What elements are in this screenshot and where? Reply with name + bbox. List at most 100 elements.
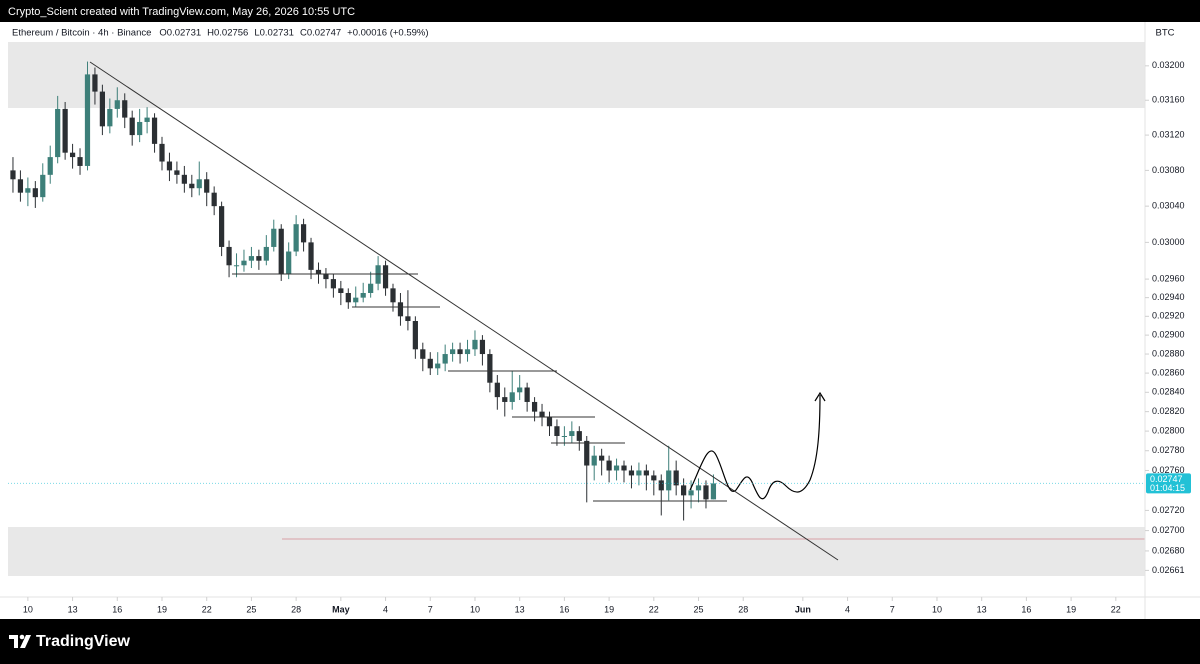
last-price-label: 0.02747	[1150, 474, 1183, 484]
candle-body	[517, 387, 523, 393]
x-tick-label: 4	[383, 604, 388, 614]
candle-body	[204, 179, 210, 193]
y-tick-label: 0.03000	[1152, 237, 1185, 247]
candle-body	[62, 108, 68, 153]
candle-body	[77, 157, 83, 166]
projection-path	[689, 394, 821, 500]
candle-body	[196, 179, 202, 189]
y-tick-label: 0.03120	[1152, 129, 1185, 139]
candle-body	[382, 265, 389, 289]
candle-body	[472, 339, 478, 350]
candle-body	[17, 179, 24, 193]
candle-body	[84, 74, 91, 166]
brand-logo	[9, 634, 31, 648]
candle-body	[569, 431, 575, 437]
drawings	[89, 61, 839, 561]
resistance-zone	[8, 42, 1145, 108]
candle-body	[286, 251, 292, 275]
logo-bar	[9, 635, 18, 639]
y-tick-label: 0.02760	[1152, 465, 1185, 475]
candle-body	[211, 192, 217, 207]
y-tick-label: 0.02720	[1152, 505, 1185, 515]
x-tick-label: 10	[932, 604, 942, 614]
candle-body	[345, 292, 351, 303]
x-tick-label: 19	[1066, 604, 1076, 614]
x-tick-label: 19	[157, 604, 167, 614]
candle-body	[554, 426, 560, 437]
candle-body	[584, 440, 590, 466]
candle-body	[25, 188, 31, 193]
candle-body	[420, 349, 426, 359]
x-tick-label: 19	[604, 604, 614, 614]
candle-body	[40, 174, 46, 198]
y-tick-label: 0.02880	[1152, 348, 1185, 358]
y-tick-label: 0.02960	[1152, 273, 1185, 283]
candle-body	[114, 100, 120, 109]
candle-body	[539, 411, 545, 417]
candle-body	[189, 183, 195, 189]
candle-body	[487, 354, 493, 383]
candle-body	[32, 188, 38, 198]
x-tick-label: 22	[202, 604, 212, 614]
y-tick-label: 0.02820	[1152, 406, 1185, 416]
ohlc-value: L0.02731	[254, 28, 294, 39]
candle-body	[55, 108, 61, 158]
candle-body	[315, 269, 322, 275]
candle-body	[219, 206, 225, 247]
candle-body	[658, 480, 664, 491]
candle-body	[323, 274, 329, 280]
candle-body	[524, 387, 530, 402]
ohlc-value: C0.02747	[300, 28, 341, 39]
snapshot-caption: Crypto_Scient created with TradingView.c…	[8, 6, 355, 18]
candle-body	[681, 485, 687, 496]
candle-body	[159, 143, 165, 162]
candle-body	[673, 470, 679, 486]
candle-body	[69, 152, 76, 158]
x-tick-label: 25	[246, 604, 256, 614]
candle-body	[531, 401, 538, 412]
x-tick-label: 25	[694, 604, 704, 614]
candle-body	[651, 475, 657, 481]
candle-body	[509, 392, 515, 402]
support-zone	[8, 527, 1145, 576]
candle-body	[688, 490, 694, 496]
candle-body	[479, 339, 486, 355]
candle-body	[450, 349, 456, 355]
candle-body	[412, 321, 418, 350]
candle-body	[256, 256, 262, 261]
y-tick-label: 0.02940	[1152, 292, 1185, 302]
candle-body	[621, 465, 627, 471]
candle-body	[464, 349, 471, 355]
symbol-title: Ethereum / Bitcoin · 4h · Binance	[12, 28, 151, 39]
candle-body	[427, 358, 433, 369]
candle-body	[174, 170, 180, 175]
x-tick-label: 7	[428, 604, 433, 614]
candle-body	[330, 279, 336, 289]
candle-body	[278, 228, 284, 275]
candle-body	[606, 460, 612, 471]
candle-body	[576, 431, 582, 441]
candle-body	[599, 455, 605, 461]
y-tick-label: 0.02680	[1152, 545, 1185, 555]
candle-body	[181, 174, 187, 184]
y-tick-label: 0.02860	[1152, 367, 1185, 377]
candle-body	[613, 465, 620, 471]
candle-body	[360, 292, 366, 298]
candle-body	[166, 161, 173, 171]
trend-line	[89, 61, 839, 561]
last-price-box	[1146, 473, 1191, 494]
candle-body	[144, 117, 150, 122]
x-tick-label: 10	[23, 604, 33, 614]
y-tick-label: 0.02840	[1152, 387, 1185, 397]
y-tick-label: 0.02900	[1152, 329, 1185, 339]
x-tick-label: 16	[112, 604, 122, 614]
y-tick-label: 0.03200	[1152, 60, 1185, 70]
x-tick-label: 4	[845, 604, 850, 614]
candle-body	[151, 117, 158, 144]
candle-body	[628, 470, 635, 476]
y-tick-label: 0.02920	[1152, 311, 1185, 321]
candle-body	[271, 228, 277, 247]
candle-body	[338, 288, 344, 293]
x-tick-label: Jun	[795, 604, 811, 614]
